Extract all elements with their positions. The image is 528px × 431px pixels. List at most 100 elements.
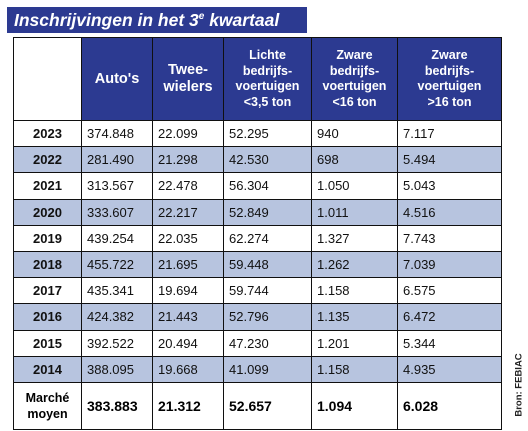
year-cell: 2019 (13, 224, 82, 252)
year-cell: 2015 (13, 329, 82, 357)
value-cell: 5.494 (397, 146, 502, 174)
value-cell: 374.848 (81, 119, 153, 148)
source-credit: Bron: FEBIAC (513, 353, 525, 417)
value-cell: 21.695 (152, 250, 224, 279)
value-cell: 22.217 (152, 198, 224, 226)
value-cell: 388.095 (81, 355, 153, 383)
table-row: 2023 374.848 22.099 52.295 940 7.117 (13, 119, 502, 148)
header-heavy-under-16-line2: bedrijfs- (329, 63, 380, 78)
header-cars: Auto's (81, 37, 153, 121)
value-cell: 4.516 (397, 198, 502, 226)
average-cell: 1.094 (311, 381, 398, 430)
average-cell: 52.657 (223, 381, 312, 430)
value-cell: 1.158 (311, 277, 398, 305)
header-heavy-over-16-line3: voertuigen (417, 79, 482, 93)
value-cell: 1.327 (311, 224, 398, 252)
value-cell: 1.262 (311, 250, 398, 279)
year-cell: 2020 (13, 198, 82, 226)
value-cell: 56.304 (223, 172, 312, 200)
header-two-wheelers-line2: wielers (163, 79, 213, 95)
year-cell: 2023 (13, 119, 82, 148)
value-cell: 5.344 (397, 329, 502, 357)
header-heavy-over-16: Zware bedrijfs- voertuigen >16 ton (397, 37, 502, 121)
header-light-commercial-line3: voertuigen (235, 79, 300, 93)
value-cell: 439.254 (81, 224, 153, 252)
header-two-wheelers: Twee- wielers (152, 37, 224, 121)
header-heavy-over-16-line4: >16 ton (427, 94, 472, 109)
average-label-line2: moyen (27, 406, 68, 421)
value-cell: 22.035 (152, 224, 224, 252)
header-cars-label: Auto's (94, 70, 140, 87)
title-suffix: kwartaal (204, 10, 280, 30)
value-cell: 52.295 (223, 119, 312, 148)
year-cell: 2017 (13, 277, 82, 305)
value-cell: 21.443 (152, 303, 224, 331)
value-cell: 42.530 (223, 146, 312, 174)
registrations-table: Auto's Twee- wielers Lichte bedrijfs- vo… (13, 37, 502, 430)
year-cell: 2022 (13, 146, 82, 174)
year-cell: 2021 (13, 172, 82, 200)
value-cell: 20.494 (152, 329, 224, 357)
header-heavy-under-16-line1: Zware (336, 48, 373, 62)
average-label-line1: Marché (25, 390, 70, 405)
average-cell: 383.883 (81, 381, 153, 430)
value-cell: 333.607 (81, 198, 153, 226)
average-label: Marché moyen (13, 381, 82, 430)
header-light-commercial-line1: Lichte (249, 48, 286, 62)
header-row: Auto's Twee- wielers Lichte bedrijfs- vo… (13, 37, 502, 121)
value-cell: 313.567 (81, 172, 153, 200)
table-row: 2021 313.567 22.478 56.304 1.050 5.043 (13, 172, 502, 200)
value-cell: 5.043 (397, 172, 502, 200)
value-cell: 7.039 (397, 250, 502, 279)
value-cell: 1.050 (311, 172, 398, 200)
value-cell: 59.744 (223, 277, 312, 305)
header-two-wheelers-line1: Twee- (167, 62, 209, 78)
value-cell: 47.230 (223, 329, 312, 357)
header-heavy-under-16-line4: <16 ton (332, 94, 377, 109)
value-cell: 7.117 (397, 119, 502, 148)
header-heavy-under-16-line3: voertuigen (322, 79, 387, 93)
average-cell: 21.312 (152, 381, 224, 430)
value-cell: 59.448 (223, 250, 312, 279)
table-row: 2022 281.490 21.298 42.530 698 5.494 (13, 146, 502, 174)
value-cell: 22.478 (152, 172, 224, 200)
value-cell: 6.472 (397, 303, 502, 331)
value-cell: 52.796 (223, 303, 312, 331)
table-title: Inschrijvingen in het 3e kwartaal (7, 7, 307, 33)
value-cell: 22.099 (152, 119, 224, 148)
table-row: 2018 455.722 21.695 59.448 1.262 7.039 (13, 250, 502, 279)
value-cell: 7.743 (397, 224, 502, 252)
year-cell: 2016 (13, 303, 82, 331)
table-row: 2020 333.607 22.217 52.849 1.011 4.516 (13, 198, 502, 226)
year-cell: 2018 (13, 250, 82, 279)
header-light-commercial-line2: bedrijfs- (242, 63, 293, 78)
value-cell: 19.668 (152, 355, 224, 383)
table-row: 2014 388.095 19.668 41.099 1.158 4.935 (13, 355, 502, 383)
value-cell: 1.158 (311, 355, 398, 383)
header-heavy-over-16-line2: bedrijfs- (424, 63, 475, 78)
table-row: 2016 424.382 21.443 52.796 1.135 6.472 (13, 303, 502, 331)
value-cell: 698 (311, 146, 398, 174)
value-cell: 19.694 (152, 277, 224, 305)
header-heavy-under-16: Zware bedrijfs- voertuigen <16 ton (311, 37, 398, 121)
value-cell: 4.935 (397, 355, 502, 383)
value-cell: 392.522 (81, 329, 153, 357)
header-corner (13, 37, 82, 121)
table-row: 2019 439.254 22.035 62.274 1.327 7.743 (13, 224, 502, 252)
value-cell: 281.490 (81, 146, 153, 174)
value-cell: 41.099 (223, 355, 312, 383)
header-light-commercial: Lichte bedrijfs- voertuigen <3,5 ton (223, 37, 312, 121)
title-superscript: e (198, 11, 205, 22)
value-cell: 435.341 (81, 277, 153, 305)
average-cell: 6.028 (397, 381, 502, 430)
value-cell: 940 (311, 119, 398, 148)
table-row: 2015 392.522 20.494 47.230 1.201 5.344 (13, 329, 502, 357)
value-cell: 52.849 (223, 198, 312, 226)
value-cell: 1.011 (311, 198, 398, 226)
value-cell: 455.722 (81, 250, 153, 279)
average-row: Marché moyen 383.883 21.312 52.657 1.094… (13, 381, 502, 430)
header-light-commercial-line4: <3,5 ton (243, 94, 292, 109)
table-row: 2017 435.341 19.694 59.744 1.158 6.575 (13, 277, 502, 305)
value-cell: 6.575 (397, 277, 502, 305)
table-body: 2023 374.848 22.099 52.295 940 7.117 2022 281.4… (13, 119, 502, 383)
